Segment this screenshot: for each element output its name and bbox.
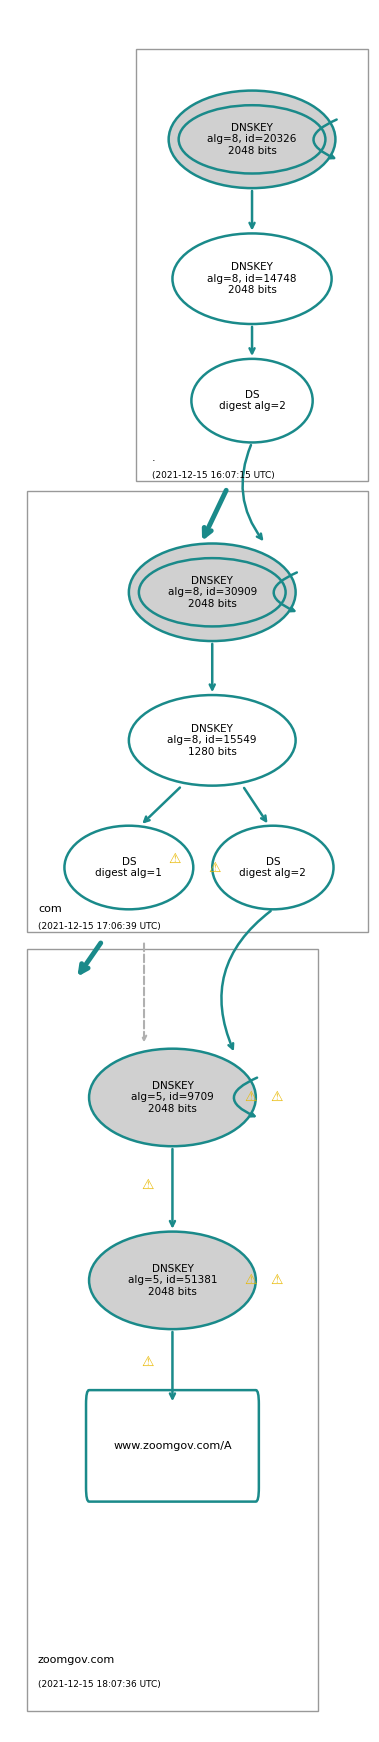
FancyBboxPatch shape <box>27 949 318 1711</box>
Text: ⚠: ⚠ <box>244 1090 256 1104</box>
FancyBboxPatch shape <box>86 1390 259 1502</box>
Text: com: com <box>38 904 62 915</box>
Text: DS
digest alg=1: DS digest alg=1 <box>96 857 162 878</box>
Text: DNSKEY
alg=8, id=15549
1280 bits: DNSKEY alg=8, id=15549 1280 bits <box>168 723 257 758</box>
Text: .: . <box>152 453 155 463</box>
Ellipse shape <box>89 1049 256 1146</box>
FancyBboxPatch shape <box>136 49 368 481</box>
Text: DNSKEY
alg=8, id=14748
2048 bits: DNSKEY alg=8, id=14748 2048 bits <box>207 261 297 296</box>
Text: ⚠: ⚠ <box>168 852 180 866</box>
Text: DS
digest alg=2: DS digest alg=2 <box>219 390 285 411</box>
Text: ⚠: ⚠ <box>271 1090 283 1104</box>
Text: DNSKEY
alg=8, id=20326
2048 bits: DNSKEY alg=8, id=20326 2048 bits <box>207 122 297 157</box>
Text: DS
digest alg=2: DS digest alg=2 <box>240 857 306 878</box>
Text: ⚠: ⚠ <box>142 1178 154 1192</box>
Text: DNSKEY
alg=5, id=9709
2048 bits: DNSKEY alg=5, id=9709 2048 bits <box>131 1080 214 1115</box>
Text: ⚠: ⚠ <box>208 861 220 874</box>
Text: (2021-12-15 16:07:15 UTC): (2021-12-15 16:07:15 UTC) <box>152 470 274 481</box>
Text: (2021-12-15 18:07:36 UTC): (2021-12-15 18:07:36 UTC) <box>38 1679 161 1690</box>
Text: DNSKEY
alg=8, id=30909
2048 bits: DNSKEY alg=8, id=30909 2048 bits <box>168 575 257 610</box>
Ellipse shape <box>169 91 335 188</box>
FancyBboxPatch shape <box>27 491 368 932</box>
Ellipse shape <box>129 544 296 641</box>
Ellipse shape <box>212 826 334 909</box>
Text: www.zoomgov.com/A: www.zoomgov.com/A <box>113 1441 232 1451</box>
Ellipse shape <box>129 695 296 786</box>
Text: zoomgov.com: zoomgov.com <box>38 1655 115 1665</box>
Ellipse shape <box>191 359 313 442</box>
Text: ⚠: ⚠ <box>244 1273 256 1287</box>
Ellipse shape <box>89 1232 256 1329</box>
Text: ⚠: ⚠ <box>142 1355 154 1369</box>
Ellipse shape <box>64 826 193 909</box>
Text: DNSKEY
alg=5, id=51381
2048 bits: DNSKEY alg=5, id=51381 2048 bits <box>128 1263 217 1298</box>
Ellipse shape <box>172 233 332 324</box>
Text: ⚠: ⚠ <box>271 1273 283 1287</box>
Text: (2021-12-15 17:06:39 UTC): (2021-12-15 17:06:39 UTC) <box>38 922 161 932</box>
